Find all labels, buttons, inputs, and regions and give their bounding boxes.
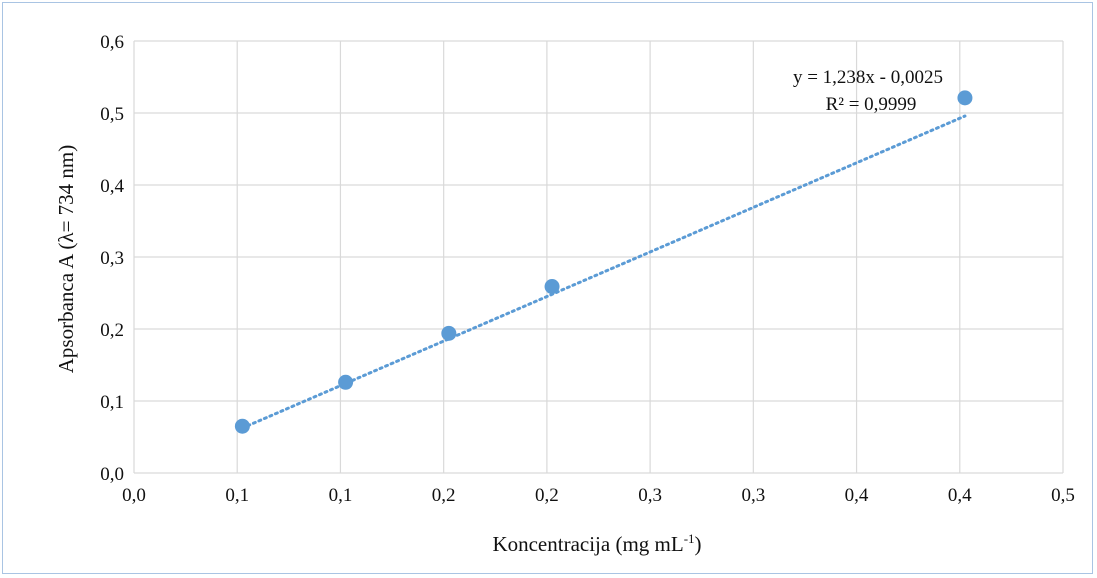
scatter-chart: 0,0 0,1 0,2 0,3 0,4 0,5 0,6 0,0 0,1 0,1 0,2 0,2 0,3 0… [54,32,1075,556]
x-tick-label: 0,5 [1051,485,1075,506]
data-point [338,374,354,390]
y-tick-label: 0,5 [100,104,124,125]
trendline-group [240,114,967,430]
y-tick-label: 0,3 [100,248,124,269]
x-tick-label: 0,1 [329,485,353,506]
x-axis-title-superscript: -1 [684,531,695,546]
trendline-r-squared: R² = 0,9999 [826,94,917,115]
y-tick-label: 0,1 [100,392,124,413]
data-points [234,90,973,434]
x-tick-label: 0,3 [741,485,765,506]
y-tick-label: 0,4 [100,176,124,197]
x-tick-label: 0,4 [845,485,869,506]
tick-labels: 0,0 0,1 0,2 0,3 0,4 0,5 0,6 0,0 0,1 0,1 0,2 0,2 0,3 0… [100,32,1075,506]
trendline [240,114,967,430]
x-tick-label: 0,2 [535,485,559,506]
data-point [441,325,457,341]
y-tick-label: 0,2 [100,320,124,341]
x-axis-title: Koncentracija (mg mL-1) [492,531,701,556]
x-tick-label: 0,0 [122,485,146,506]
x-tick-label: 0,4 [948,485,972,506]
y-axis-title: Apsorbanca A (λ= 734 nm) [54,145,78,374]
y-tick-label: 0,0 [100,464,124,485]
data-point [234,418,250,434]
x-tick-label: 0,3 [638,485,662,506]
x-tick-label: 0,1 [225,485,249,506]
data-point [957,90,973,106]
y-tick-label: 0,6 [100,32,124,53]
x-axis-title-end: ) [695,532,702,556]
x-tick-label: 0,2 [432,485,456,506]
data-point [544,279,560,295]
grid-lines [133,40,1064,474]
x-axis-title-main: Koncentracija (mg mL [492,532,683,556]
trendline-equation: y = 1,238x - 0,0025 [793,67,943,88]
